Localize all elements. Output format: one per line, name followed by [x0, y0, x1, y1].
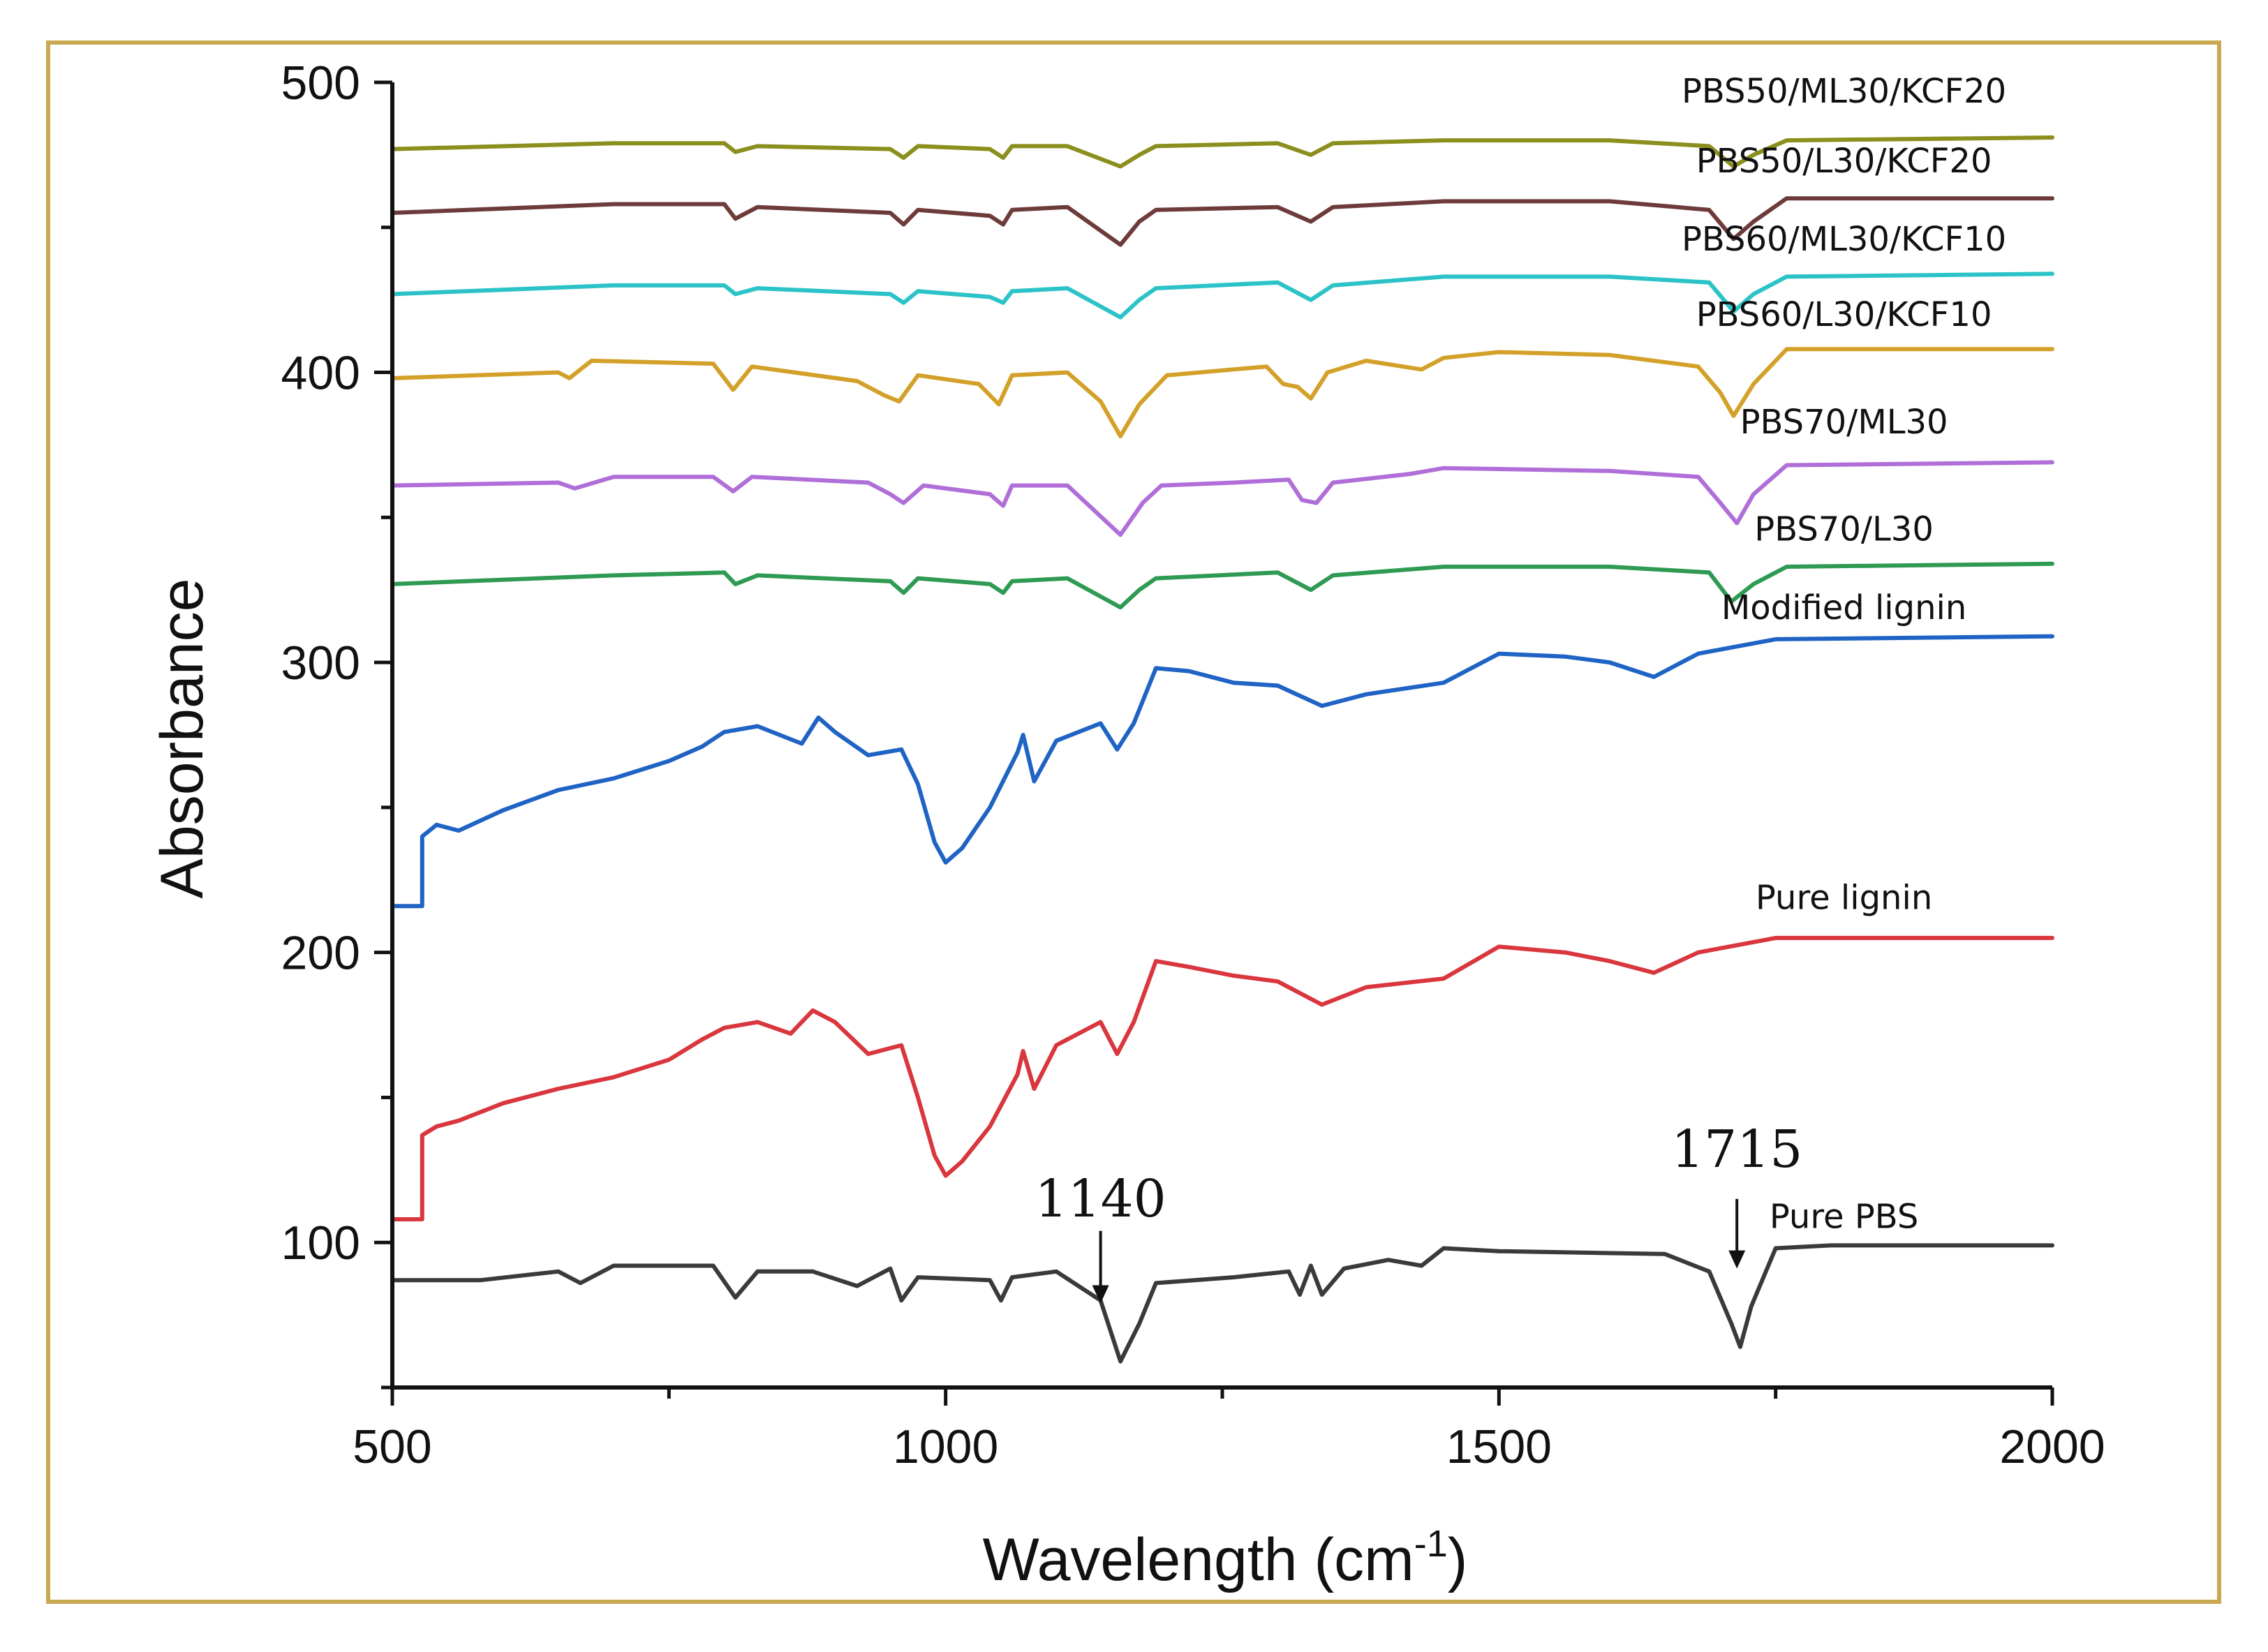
series-label: PBS60/L30/KCF10 — [1696, 295, 1992, 334]
y-tick-label: 400 — [281, 347, 360, 400]
annotation-arrow-head — [1092, 1285, 1109, 1304]
series-line — [390, 196, 2054, 247]
y-axis-title: Absorbance — [149, 579, 216, 899]
series-label: Pure lignin — [1756, 878, 1932, 917]
figure-frame — [46, 40, 2221, 1604]
y-tick-label: 200 — [281, 927, 360, 980]
series-label: PBS50/ML30/KCF20 — [1682, 72, 2006, 111]
series-line — [390, 135, 2054, 169]
axes: 500 1000 1500 2000 100 200 300 400 500 — [281, 57, 2105, 1473]
x-axis-title-close: ) — [1448, 1526, 1468, 1593]
series-label: PBS60/ML30/KCF10 — [1682, 220, 2006, 259]
x-tick-label: 500 — [353, 1420, 431, 1473]
annotation-label: 1715 — [1671, 1119, 1802, 1180]
y-tick-label: 100 — [281, 1216, 360, 1270]
plot-series — [390, 135, 2054, 1364]
series-line — [390, 1243, 2054, 1364]
annotation-label: 1140 — [1035, 1169, 1166, 1229]
series-label: Pure PBS — [1770, 1197, 1919, 1236]
series-line — [390, 460, 2054, 537]
x-tick-label: 1000 — [893, 1420, 998, 1473]
series-line — [390, 347, 2054, 438]
annotation-arrow-head — [1728, 1250, 1746, 1269]
series-label: PBS70/L30 — [1754, 510, 1934, 549]
x-axis-title-superscript: -1 — [1414, 1523, 1448, 1565]
series-label: PBS70/ML30 — [1740, 403, 1948, 442]
series-line — [390, 935, 2054, 1221]
series-label: PBS50/L30/KCF20 — [1696, 142, 1992, 181]
series-line — [390, 271, 2054, 320]
peak-annotations: 1140 1715 — [1035, 1119, 1802, 1304]
y-ticks: 100 200 300 400 500 — [281, 57, 392, 1390]
x-tick-label: 2000 — [1999, 1420, 2105, 1473]
x-axis-title-main: Wavelength (cm — [983, 1526, 1414, 1593]
y-tick-label: 500 — [281, 57, 360, 110]
x-ticks: 500 1000 1500 2000 — [353, 1387, 2105, 1473]
series-label: Modified lignin — [1721, 588, 1966, 627]
series-line — [390, 561, 2054, 610]
series-labels: Pure PBS Pure lignin Modified lignin PBS70/… — [1682, 72, 2006, 1236]
x-axis-title: Wavelength (cm-1) — [983, 1523, 1468, 1593]
y-tick-label: 300 — [281, 637, 360, 690]
series-line — [390, 634, 2054, 909]
x-tick-label: 1500 — [1446, 1420, 1552, 1473]
